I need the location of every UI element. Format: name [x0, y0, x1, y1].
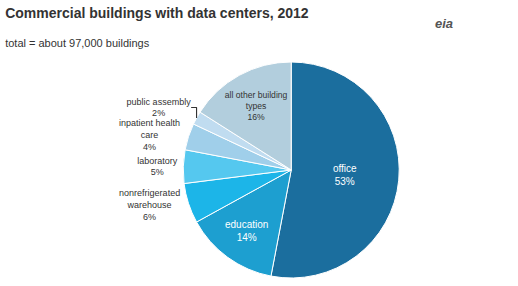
svg-text:total = about 97,000 buildings: total = about 97,000 buildings: [5, 37, 150, 49]
svg-text:public assembly2%: public assembly2%: [127, 97, 192, 119]
svg-text:Commercial buildings with data: Commercial buildings with data centers, …: [5, 5, 309, 21]
svg-text:education14%: education14%: [225, 219, 268, 243]
svg-text:laboratory5%: laboratory5%: [137, 156, 178, 178]
svg-text:all other buildingtypes16%: all other buildingtypes16%: [225, 90, 288, 122]
svg-text:inpatient healthcare4%: inpatient healthcare4%: [119, 118, 180, 151]
svg-text:office53%: office53%: [333, 163, 357, 187]
svg-text:nonrefrigeratedwarehouse6%: nonrefrigeratedwarehouse6%: [119, 188, 180, 221]
svg-text:eia: eia: [435, 16, 453, 31]
